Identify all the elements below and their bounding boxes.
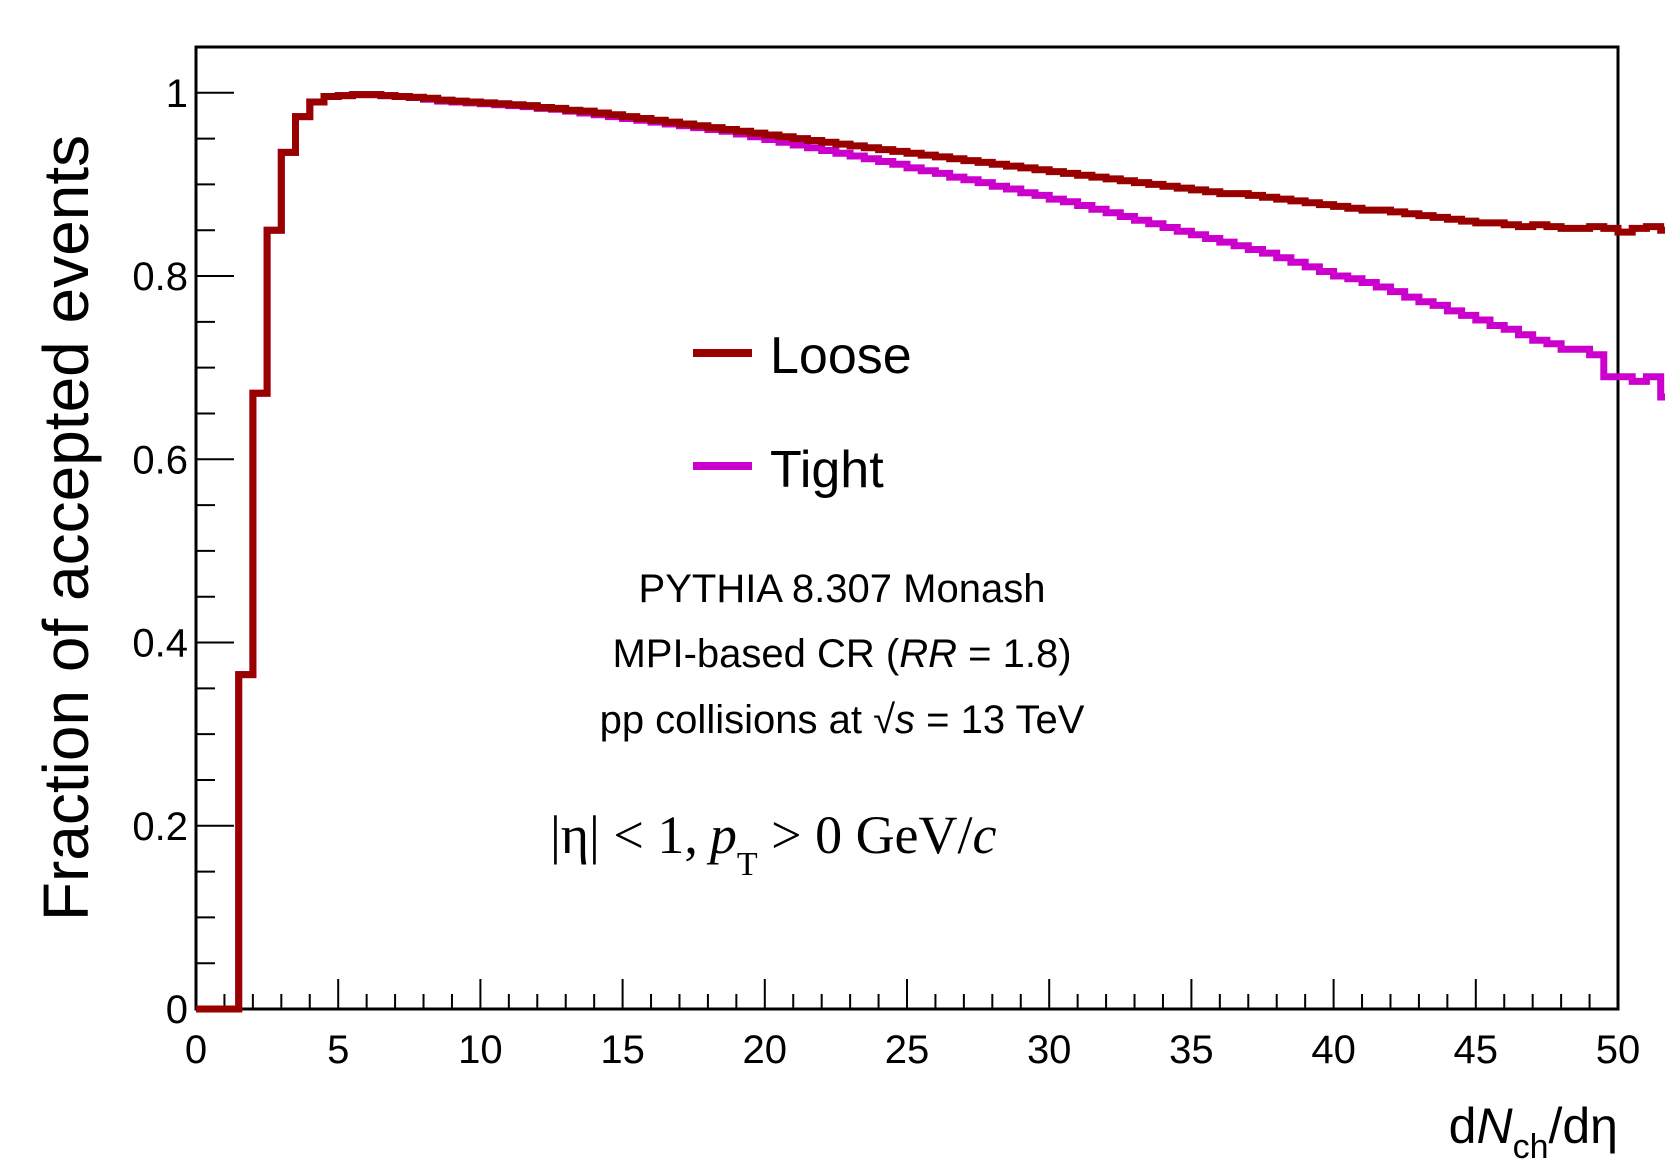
annotation-cuts-c: c xyxy=(973,805,997,865)
y-axis-ticks xyxy=(196,91,234,1010)
x-tick-label: 10 xyxy=(458,1028,503,1072)
x-tick-label: 0 xyxy=(185,1028,207,1072)
x-axis-title-prefix: d xyxy=(1449,1098,1477,1154)
x-axis-title-suffix: /dη xyxy=(1548,1098,1618,1154)
legend-label-tight: Tight xyxy=(770,441,884,499)
y-tick-label: 1 xyxy=(166,72,188,116)
x-axis-title: dNch/dη xyxy=(1449,1098,1618,1166)
y-tick-label: 0.8 xyxy=(132,255,188,299)
x-tick-label: 30 xyxy=(1027,1028,1072,1072)
series-line-loose xyxy=(196,91,1665,1013)
series-layer xyxy=(196,91,1665,1013)
y-axis-tick-labels: 0 0.2 0.4 0.6 0.8 1 xyxy=(132,72,188,1032)
x-axis-title-sub: ch xyxy=(1513,1128,1549,1166)
x-tick-label: 20 xyxy=(743,1028,788,1072)
annotation-tune-suffix: = 1.8) xyxy=(957,632,1072,676)
x-tick-label: 5 xyxy=(327,1028,349,1072)
annotation-generator: PYTHIA 8.307 Monash xyxy=(639,567,1046,611)
x-tick-label: 35 xyxy=(1169,1028,1214,1072)
x-axis-title-var: N xyxy=(1476,1098,1513,1154)
annotation-tune-prefix: MPI-based CR ( xyxy=(612,632,899,676)
annotation-collisions-var: s xyxy=(895,698,915,742)
x-axis-tick-labels: 0 5 10 15 20 25 30 35 40 45 50 xyxy=(185,1028,1640,1072)
annotation: PYTHIA 8.307 Monash MPI-based CR (RR = 1… xyxy=(550,567,1085,883)
annotation-cuts-eta: |η| < 1, xyxy=(550,805,698,865)
x-tick-label: 45 xyxy=(1454,1028,1499,1072)
x-tick-label: 25 xyxy=(885,1028,930,1072)
annotation-cuts-rest: > 0 GeV/ xyxy=(758,805,973,865)
x-tick-label: 40 xyxy=(1311,1028,1356,1072)
x-tick-label: 50 xyxy=(1596,1028,1641,1072)
x-axis-ticks xyxy=(195,979,1619,1009)
annotation-collisions: pp collisions at √s = 13 TeV xyxy=(600,698,1085,742)
annotation-tune-italic: RR xyxy=(899,632,957,676)
y-tick-label: 0.2 xyxy=(132,805,188,849)
annotation-tune: MPI-based CR (RR = 1.8) xyxy=(612,632,1071,676)
y-tick-label: 0 xyxy=(166,988,188,1032)
annotation-collisions-prefix: pp collisions at xyxy=(600,698,873,742)
annotation-collisions-suffix: = 13 TeV xyxy=(915,698,1085,742)
legend-label-loose: Loose xyxy=(770,327,912,385)
y-tick-label: 0.4 xyxy=(132,622,188,666)
x-tick-label: 15 xyxy=(600,1028,645,1072)
y-axis-title: Fraction of accepted events xyxy=(30,135,102,921)
sqrt-symbol: √ xyxy=(873,698,895,742)
series-line-tight xyxy=(196,91,1665,1013)
annotation-cuts-p: p xyxy=(706,805,737,865)
legend: Loose Tight xyxy=(693,327,912,499)
annotation-cuts-sub: T xyxy=(737,846,758,883)
annotation-cuts: |η| < 1, pT > 0 GeV/c xyxy=(550,805,997,883)
y-tick-label: 0.6 xyxy=(132,438,188,482)
